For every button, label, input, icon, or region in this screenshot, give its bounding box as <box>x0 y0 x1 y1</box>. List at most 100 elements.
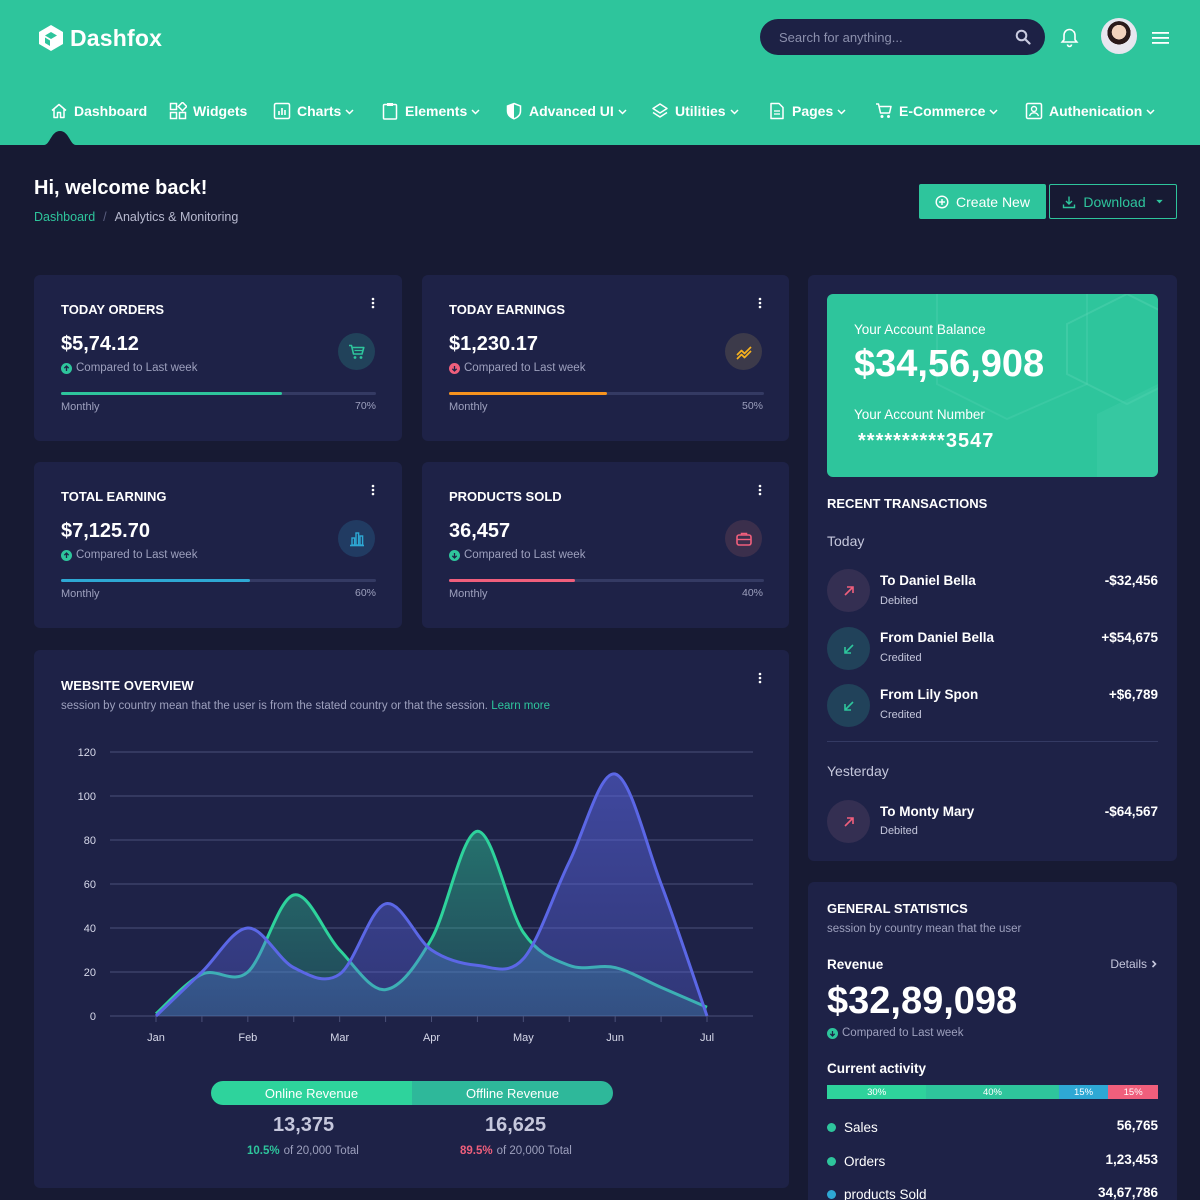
nav-widgets[interactable]: Widgets <box>169 93 247 129</box>
more-vertical-icon[interactable] <box>758 297 762 309</box>
revenue-toggle: Online Revenue Offline Revenue <box>211 1081 613 1105</box>
hexagon-pattern <box>936 294 1158 477</box>
menu-icon[interactable] <box>1152 31 1169 45</box>
y-tick-label: 120 <box>78 747 96 759</box>
stat-compare-label: Compared to Last week <box>464 549 586 561</box>
stat-compare-label: Compared to Last week <box>76 549 198 561</box>
account-number-label: Your Account Number <box>854 407 985 422</box>
x-tick-label: May <box>513 1032 534 1044</box>
progress-percent: 60% <box>354 587 376 599</box>
overview-chart: 0 20 40 60 80 100 120 Jan Feb Mar Apr May Jun Jul <box>78 747 753 1044</box>
transaction-status: Debited <box>880 595 918 607</box>
search-input[interactable] <box>779 29 1015 45</box>
user-icon <box>1025 102 1043 120</box>
chevron-down-icon <box>837 108 846 115</box>
y-tick-label: 20 <box>84 967 96 979</box>
x-tick-label: Jun <box>606 1032 624 1044</box>
stat-value: 36,457 <box>449 520 511 542</box>
activity-segment: 15% <box>1108 1085 1158 1099</box>
account-card: Your Account Balance $34,56,908 Your Acc… <box>808 275 1177 861</box>
learn-more-link[interactable]: Learn more <box>491 700 551 712</box>
transaction-name[interactable]: From Daniel Bella <box>880 630 995 645</box>
more-vertical-icon[interactable] <box>371 484 375 496</box>
y-tick-label: 100 <box>78 791 96 803</box>
progress-fill <box>61 392 282 395</box>
online-revenue-tab[interactable]: Online Revenue <box>211 1081 412 1105</box>
revenue-label: Revenue <box>827 957 884 972</box>
series-line <box>154 772 709 1018</box>
chevron-down-icon <box>618 108 627 115</box>
chart-series <box>154 772 709 1018</box>
nav-charts[interactable]: Charts <box>273 93 354 129</box>
create-new-button[interactable]: Create New <box>919 184 1046 219</box>
chevron-down-icon <box>989 108 998 115</box>
more-vertical-icon[interactable] <box>758 672 762 684</box>
arrow-up-icon <box>61 549 72 561</box>
progress-track <box>449 579 764 582</box>
transactions-group-today: Today <box>827 533 865 549</box>
nav-authentication[interactable]: Authenication <box>1025 93 1155 129</box>
legend-dot <box>827 1190 836 1199</box>
breadcrumb-dashboard[interactable]: Dashboard <box>34 210 96 224</box>
offline-revenue-sub: 89.5% of 20,000 Total <box>460 1145 572 1157</box>
legend-value: 34,67,786 <box>1097 1185 1158 1200</box>
chart-y-ticks: 0 20 40 60 80 100 120 <box>78 747 96 1023</box>
nav-label: Widgets <box>193 103 248 119</box>
stat-card-today-earnings: TODAY EARNINGS $1,230.17 Compared to Las… <box>422 275 789 441</box>
stat-value: $7,125.70 <box>61 520 150 542</box>
online-revenue-value: 13,375 <box>273 1114 335 1136</box>
nav-utilities[interactable]: Utilities <box>651 93 739 129</box>
x-tick-label: Mar <box>330 1032 349 1044</box>
online-revenue-total: of 20,000 Total <box>283 1145 359 1157</box>
details-link[interactable]: Details <box>1110 957 1158 971</box>
transaction-name[interactable]: To Daniel Bella <box>880 573 976 588</box>
legend-value: 56,765 <box>1116 1118 1158 1133</box>
user-avatar[interactable] <box>1101 18 1137 54</box>
stat-title: PRODUCTS SOLD <box>449 489 562 504</box>
briefcase-icon <box>735 532 752 546</box>
nav-advanced-ui[interactable]: Advanced UI <box>505 93 627 129</box>
transaction-name[interactable]: To Monty Mary <box>880 804 975 819</box>
transaction-amount: -$64,567 <box>1104 804 1158 819</box>
nav-elements[interactable]: Elements <box>381 93 480 129</box>
offline-revenue-tab[interactable]: Offline Revenue <box>412 1081 613 1105</box>
nav-dashboard[interactable]: Dashboard <box>50 93 147 129</box>
online-revenue-pct: 10.5% <box>247 1145 280 1157</box>
nav-label: Dashboard <box>74 103 148 119</box>
transaction-name[interactable]: From Lily Spon <box>880 687 979 702</box>
chart-x-ticks: Jan Feb Mar Apr May Jun Jul <box>147 1016 714 1044</box>
arrow-up-right-icon <box>843 816 854 827</box>
main-nav: Dashboard Widgets Charts Elements Advanc… <box>0 93 1200 129</box>
transactions-group-yesterday: Yesterday <box>827 763 889 779</box>
breadcrumb: Dashboard / Analytics & Monitoring <box>34 210 238 224</box>
create-new-label: Create New <box>956 193 1030 210</box>
download-button[interactable]: Download <box>1049 184 1177 219</box>
brand-logo[interactable]: Dashfox <box>38 24 162 52</box>
general-statistics-subtitle: session by country mean that the user <box>827 923 1022 935</box>
offline-revenue-total: of 20,000 Total <box>496 1145 572 1157</box>
nav-pages[interactable]: Pages <box>768 93 846 129</box>
trend-icon <box>735 345 752 360</box>
arrow-down-left-icon <box>843 643 854 654</box>
more-vertical-icon[interactable] <box>758 484 762 496</box>
more-vertical-icon[interactable] <box>371 297 375 309</box>
bar-chart-icon <box>349 531 364 546</box>
nav-ecommerce[interactable]: E-Commerce <box>875 93 998 129</box>
account-number-value: **********3547 <box>858 430 995 452</box>
stat-title: TODAY EARNINGS <box>449 302 566 317</box>
debit-icon-badge <box>827 800 870 843</box>
top-header: Dashfox Dashboard Widgets Charts Element… <box>0 0 1200 145</box>
plus-circle-icon <box>935 194 949 209</box>
website-overview-card: WEBSITE OVERVIEW session by country mean… <box>34 650 789 1188</box>
x-tick-label: Jul <box>700 1032 714 1044</box>
stat-compare-label: Compared to Last week <box>464 362 586 374</box>
stat-compare: Compared to Last week <box>61 362 197 374</box>
shield-icon <box>506 102 522 120</box>
brand-name: Dashfox <box>70 24 163 51</box>
search-icon[interactable] <box>1015 29 1031 45</box>
layers-icon <box>652 103 668 118</box>
overview-title: WEBSITE OVERVIEW <box>61 678 194 693</box>
credit-icon-badge <box>827 627 870 670</box>
transaction-amount: +$54,675 <box>1101 630 1158 645</box>
stat-icon-badge <box>338 333 375 370</box>
